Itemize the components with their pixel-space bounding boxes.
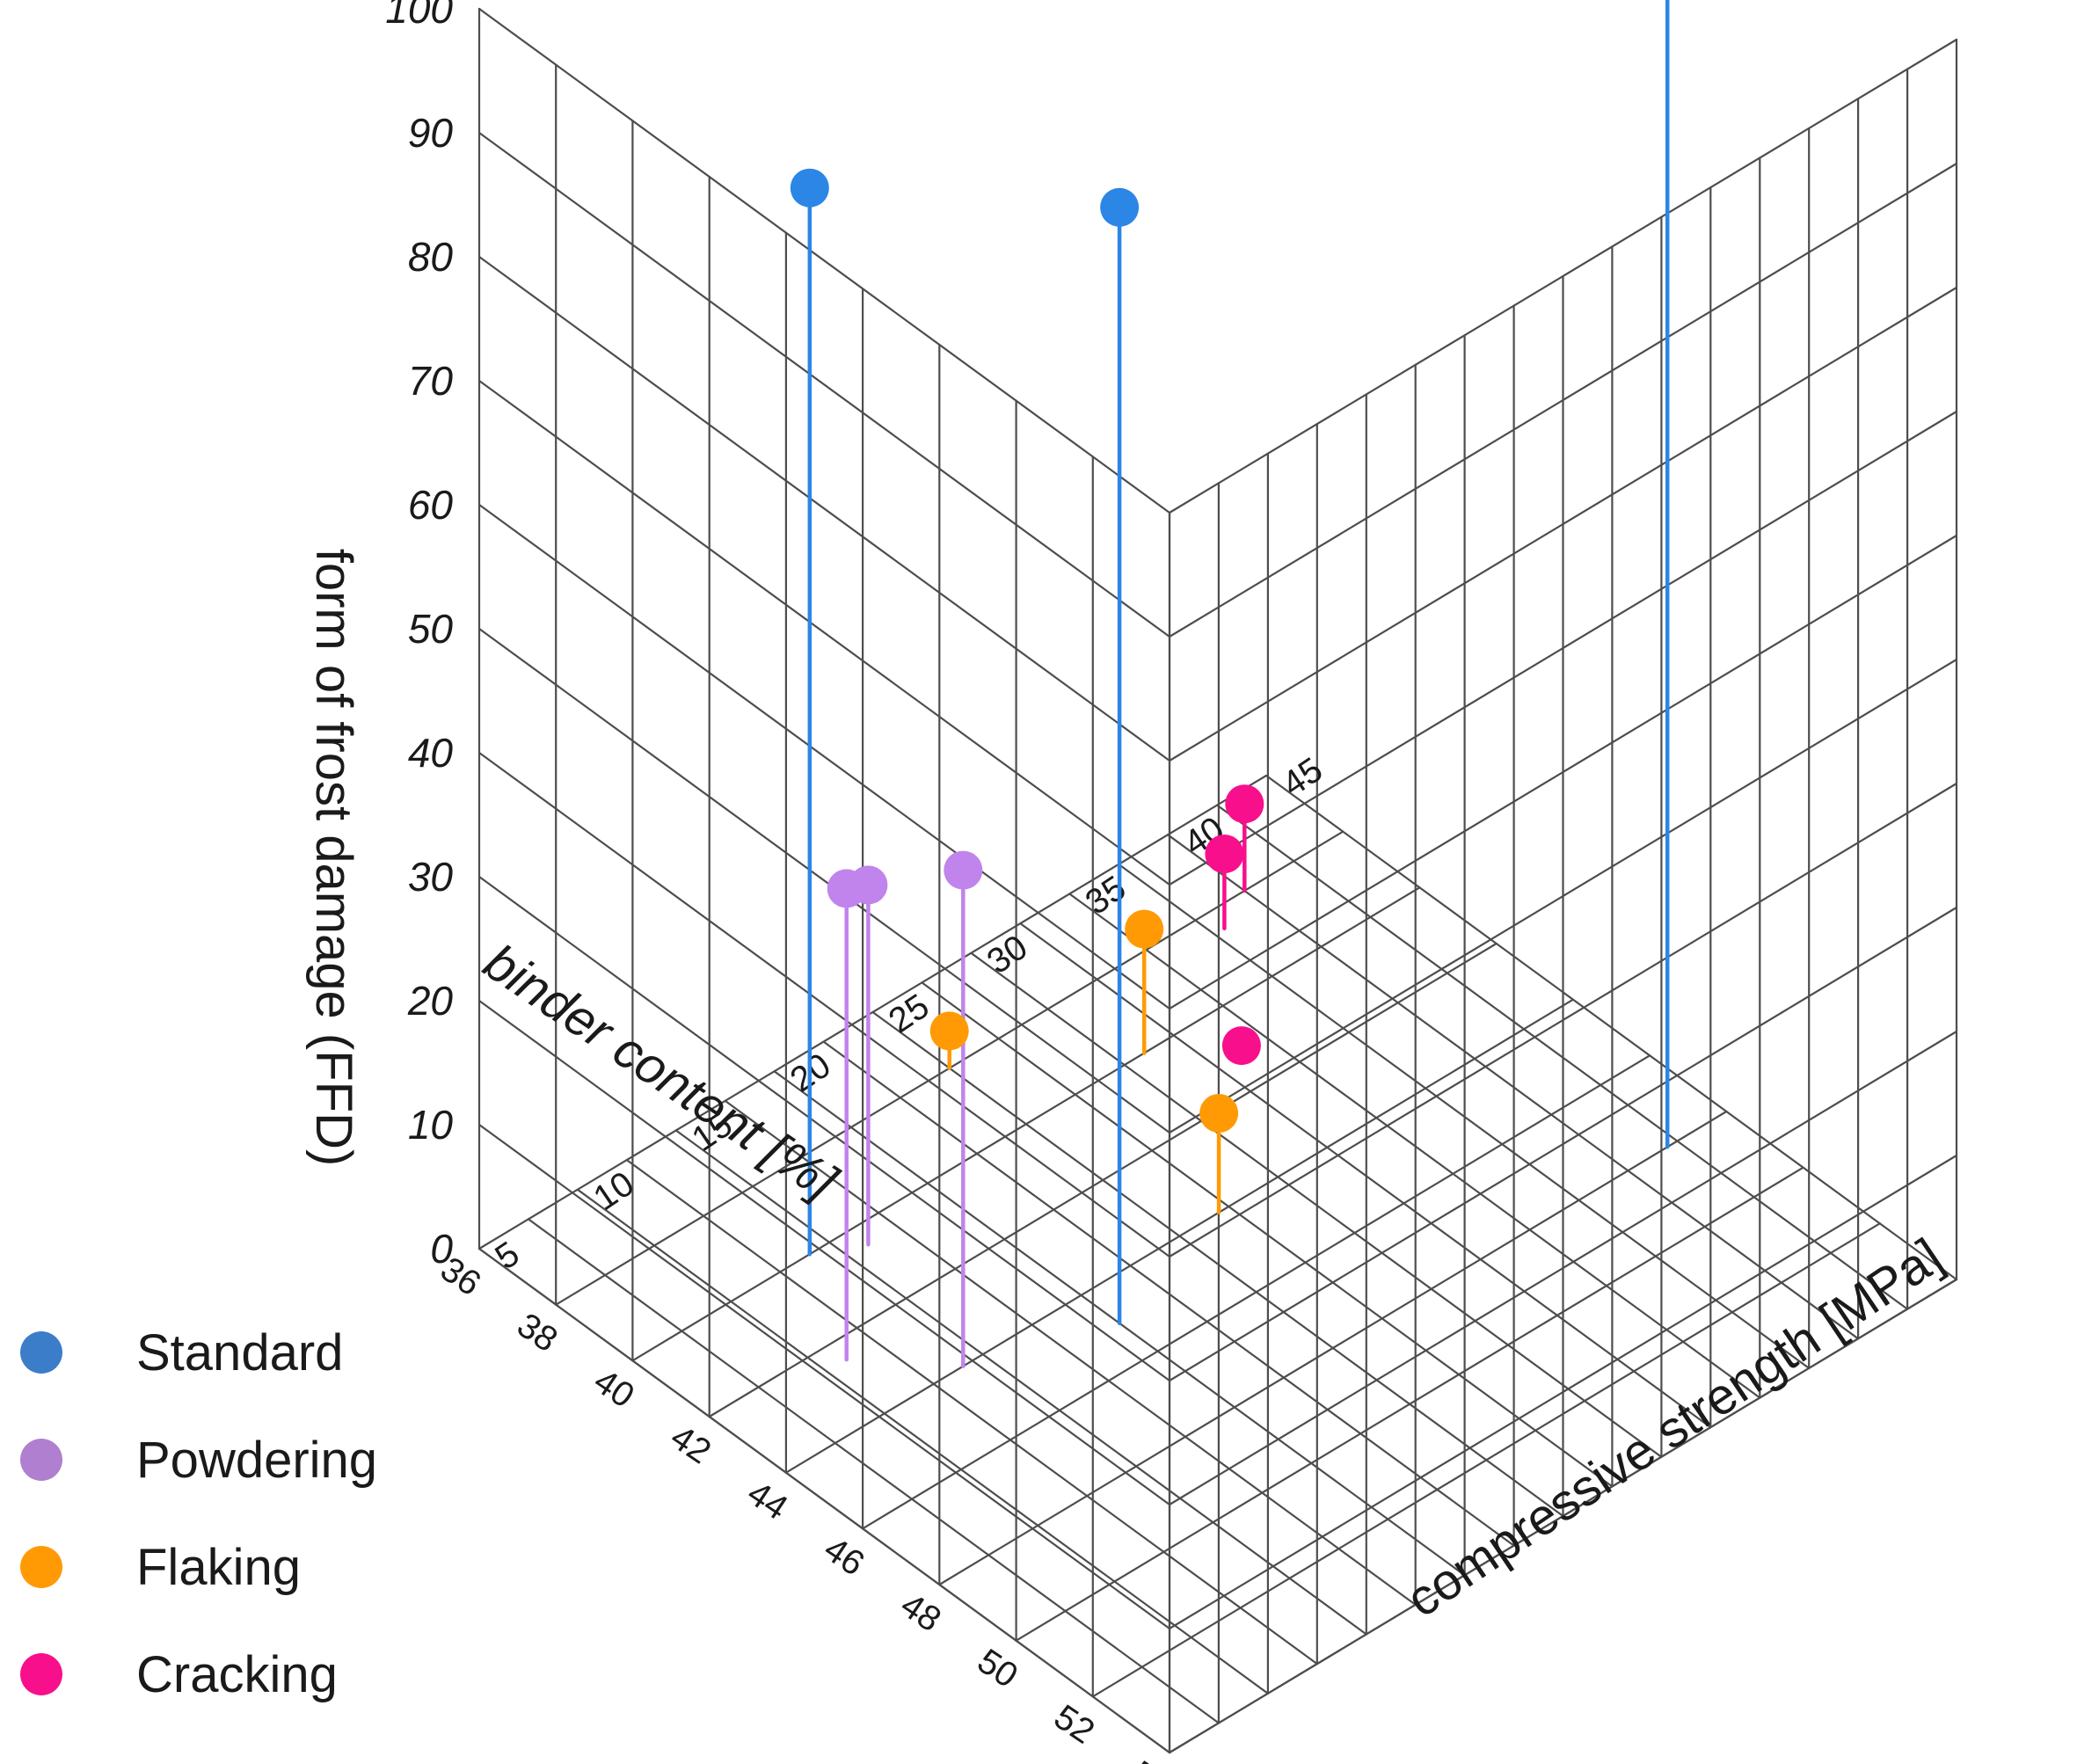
left-wall-gridline bbox=[477, 999, 1171, 1506]
y-tick-label: 38 bbox=[510, 1306, 564, 1359]
floor-gridline bbox=[576, 1188, 1270, 1695]
legend-label-cracking: Cracking bbox=[136, 1646, 338, 1703]
right-wall-gridline bbox=[1168, 906, 1958, 1382]
y-tick-label: 50 bbox=[971, 1642, 1024, 1695]
floor-gridline bbox=[1091, 1222, 1881, 1698]
right-wall-gridline bbox=[1168, 1030, 1958, 1506]
left-wall-gridline bbox=[477, 255, 1171, 762]
chart-gridlines bbox=[477, 7, 1958, 1754]
y-tick-label: 48 bbox=[893, 1585, 947, 1639]
floor-gridline bbox=[674, 1129, 1367, 1636]
x-tick-label: 45 bbox=[1275, 750, 1329, 804]
right-wall-gridline bbox=[1168, 1278, 1958, 1754]
z-tick-label: 80 bbox=[408, 234, 454, 280]
standard-point bbox=[1100, 187, 1140, 227]
powdering-point bbox=[944, 850, 983, 890]
left-wall-gridline bbox=[477, 131, 1171, 638]
flaking-point bbox=[929, 1011, 969, 1051]
x-tick-label: 25 bbox=[882, 987, 936, 1040]
z-tick-label: 50 bbox=[408, 606, 454, 652]
y-axis-ticks: 36384042444648505254 bbox=[434, 1250, 1177, 1764]
y-tick-label: 52 bbox=[1047, 1697, 1101, 1751]
right-wall-gridline bbox=[1168, 410, 1958, 886]
floor-gridline bbox=[938, 1110, 1728, 1586]
y-tick-label: 44 bbox=[740, 1474, 794, 1527]
y-tick-label: 46 bbox=[817, 1529, 871, 1583]
x-tick-label: 5 bbox=[488, 1235, 526, 1278]
legend-label-standard: Standard bbox=[136, 1324, 343, 1381]
floor-gridline bbox=[861, 1054, 1651, 1530]
y-tick-label: 40 bbox=[587, 1361, 640, 1415]
chart-marks bbox=[790, 0, 1670, 1368]
floor-gridline bbox=[724, 1099, 1417, 1607]
floor-gridline bbox=[527, 1218, 1221, 1724]
z-tick-label: 100 bbox=[385, 0, 453, 32]
right-wall-gridline bbox=[1168, 658, 1958, 1134]
standard-point bbox=[790, 168, 829, 208]
z-tick-label: 90 bbox=[408, 110, 454, 156]
left-wall-gridline bbox=[477, 503, 1171, 1010]
left-wall-gridline bbox=[477, 1247, 1171, 1754]
z-axis-ticks: 0 10 20 30 40 50 60 70 80 90 100 bbox=[385, 0, 453, 1272]
x-tick-label: 35 bbox=[1079, 869, 1133, 922]
z-tick-label: 30 bbox=[408, 854, 454, 900]
cracking-point bbox=[1221, 1026, 1261, 1066]
left-wall-gridline bbox=[477, 1123, 1171, 1630]
cracking-point bbox=[1205, 835, 1244, 874]
floor-gridline bbox=[477, 774, 1268, 1250]
right-wall-gridline bbox=[1168, 782, 1958, 1258]
left-wall-gridline bbox=[477, 875, 1171, 1382]
right-wall-gridline bbox=[1168, 1154, 1958, 1630]
flaking-point bbox=[1125, 909, 1164, 949]
left-wall-gridline bbox=[477, 751, 1171, 1258]
legend-swatch-standard bbox=[20, 1331, 62, 1374]
y-tick-label: 42 bbox=[664, 1418, 718, 1471]
floor-gridline bbox=[631, 886, 1421, 1362]
right-wall-gridline bbox=[1168, 38, 1958, 514]
legend-label-powdering: Powdering bbox=[136, 1432, 377, 1489]
z-tick-label: 70 bbox=[408, 358, 454, 404]
left-wall-gridline bbox=[477, 7, 1171, 514]
powdering-point bbox=[849, 865, 888, 905]
legend: Standard Powdering Flaking Cracking bbox=[20, 1324, 377, 1703]
z-tick-label: 0 bbox=[430, 1226, 453, 1272]
z-tick-label: 20 bbox=[407, 978, 454, 1024]
z-tick-label: 10 bbox=[408, 1102, 454, 1148]
floor-gridline bbox=[625, 1158, 1318, 1666]
legend-swatch-powdering bbox=[20, 1439, 62, 1481]
z-tick-label: 60 bbox=[408, 482, 454, 528]
left-wall-gridline bbox=[477, 627, 1171, 1134]
legend-label-flaking: Flaking bbox=[136, 1539, 301, 1596]
right-wall-gridline bbox=[1168, 286, 1958, 762]
x-axis-title: compressive strength [MPa] bbox=[1396, 1228, 1952, 1629]
floor-gridline bbox=[708, 942, 1498, 1418]
legend-swatch-cracking bbox=[20, 1653, 62, 1695]
floor-gridline bbox=[1015, 1166, 1804, 1642]
flaking-point bbox=[1199, 1094, 1239, 1133]
z-tick-label: 40 bbox=[408, 730, 454, 776]
legend-swatch-flaking bbox=[20, 1546, 62, 1588]
left-wall-gridline bbox=[477, 379, 1171, 886]
cracking-point bbox=[1225, 784, 1264, 824]
x-tick-label: 30 bbox=[980, 928, 1034, 981]
floor-gridline bbox=[784, 998, 1575, 1474]
z-axis-title: form of frost damage (FFD) bbox=[305, 549, 362, 1167]
right-wall-gridline bbox=[1168, 534, 1958, 1010]
y-tick-label: 54 bbox=[1124, 1753, 1177, 1764]
right-wall-gridline bbox=[1168, 162, 1958, 638]
